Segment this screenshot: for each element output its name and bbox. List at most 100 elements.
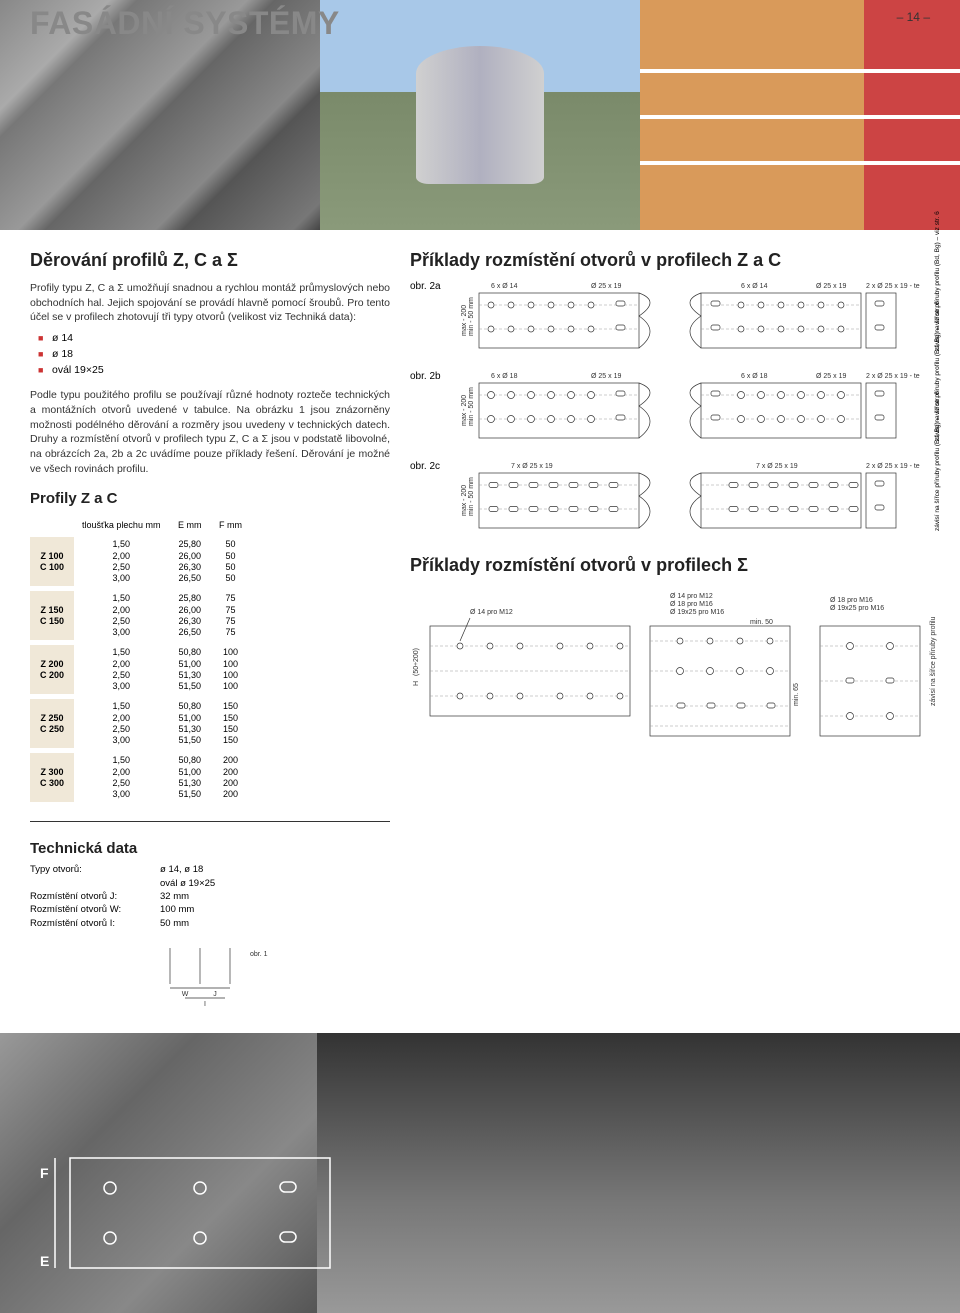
diagram-row: obr. 2a 6 x Ø 14Ø 25 x 196 x Ø 14Ø 25 x … — [410, 281, 940, 361]
e-dim-label: E — [40, 1253, 49, 1269]
right-column: Příklady rozmístění otvorů v profilech Z… — [410, 250, 940, 1013]
svg-text:max - 200: max - 200 — [461, 305, 468, 336]
data-cell: 50,8051,0051,3051,50 — [168, 645, 211, 694]
svg-text:max - 200: max - 200 — [461, 485, 468, 516]
h-sub: (50÷200) — [413, 648, 420, 676]
table-header-row: tloušťka plechu mm E mm F mm — [30, 518, 250, 532]
data-cell: 200200200200 — [211, 753, 250, 802]
header-img-ceiling — [640, 0, 960, 230]
sigma-left-annot: Ø 14 pro M12 — [470, 609, 513, 616]
diagram-label: obr. 2b — [410, 371, 455, 382]
obr1-svg: W J I obr. 1 — [30, 938, 290, 1008]
table-row: Z 200C 2001,502,002,503,0050,8051,0051,3… — [30, 645, 250, 694]
data-cell: 50,8051,0051,3051,50 — [168, 699, 211, 748]
page-number: – 14 – — [897, 10, 930, 24]
svg-text:6 x Ø 18: 6 x Ø 18 — [491, 373, 518, 380]
svg-text:2 x Ø 25 x 19 - technické otvo: 2 x Ø 25 x 19 - technické otvory — [866, 283, 920, 290]
sigma-svg: Ø 14 pro M12 H (50÷200) Ø 14 pro M12 Ø 1… — [410, 586, 940, 746]
tech-label: Rozmístění otvorů J: — [30, 890, 160, 903]
sigma-flange: závisí na šířce příruby profilu — [930, 616, 937, 706]
ceiling-beam — [640, 161, 960, 165]
th-e: E mm — [168, 518, 211, 532]
diagram-label: obr. 2c — [410, 461, 455, 472]
min50: min. 50 — [750, 619, 773, 626]
page: FASÁDNÍ SYSTÉMY – 14 – Děrování profilů … — [0, 0, 960, 1313]
bottom-images: F E — [0, 1033, 960, 1313]
svg-text:min - 50 mm: min - 50 mm — [468, 387, 475, 426]
header-img-building — [320, 0, 640, 230]
ceiling-beam — [640, 69, 960, 73]
data-cell: 1,502,002,503,00 — [74, 753, 168, 802]
tech-label — [30, 877, 160, 890]
fe-svg: F E — [30, 1148, 380, 1288]
group-label-cell: Z 300C 300 — [30, 753, 74, 802]
j-label: J — [213, 991, 217, 998]
data-cell: 25,8026,0026,3026,50 — [168, 537, 211, 586]
group-label-cell: Z 100C 100 — [30, 537, 74, 586]
flange-text: závisí na šířce příruby profilu (Bd, Bg)… — [934, 391, 941, 531]
i-label: I — [204, 1001, 206, 1008]
f-dim-label: F — [40, 1165, 49, 1181]
profiles-heading: Profily Z a C — [30, 490, 390, 507]
th-blank — [30, 518, 74, 532]
profiles-table: tloušťka plechu mm E mm F mm Z 100C 1001… — [30, 513, 250, 807]
table-row: Z 100C 1001,502,002,503,0025,8026,0026,3… — [30, 537, 250, 586]
page-title: FASÁDNÍ SYSTÉMY — [30, 5, 340, 42]
tech-value: 32 mm — [160, 890, 189, 903]
tech-data-heading: Technická data — [30, 840, 390, 857]
sigma-right-a2: Ø 19x25 pro M16 — [830, 605, 884, 612]
tech-value: ovál ø 19×25 — [160, 877, 215, 890]
ceiling-beam — [640, 115, 960, 119]
tech-label: Rozmístění otvorů W: — [30, 903, 160, 916]
th-thickness: tloušťka plechu mm — [74, 518, 168, 532]
svg-text:6 x Ø 18: 6 x Ø 18 — [741, 373, 768, 380]
tech-data-row: Rozmístění otvorů J:32 mm — [30, 890, 390, 903]
section-heading: Děrování profilů Z, C a Σ — [30, 250, 390, 271]
bullet-item: ø 14 — [38, 331, 390, 347]
group-label-cell: Z 200C 200 — [30, 645, 74, 694]
diagram-svg: 7 x Ø 25 x 197 x Ø 25 x 19 min - 50 mm m… — [461, 461, 920, 541]
sigma-heading: Příklady rozmístění otvorů v profilech Σ — [410, 555, 940, 576]
sigma-right-a1: Ø 18 pro M16 — [830, 597, 873, 604]
table-row: Z 250C 2501,502,002,503,0050,8051,0051,3… — [30, 699, 250, 748]
bullet-item: ø 18 — [38, 347, 390, 363]
tech-data-row: ovál ø 19×25 — [30, 877, 390, 890]
svg-text:Ø 25 x 19: Ø 25 x 19 — [591, 283, 621, 290]
tech-value: 100 mm — [160, 903, 194, 916]
tech-label: Rozmístění otvorů I: — [30, 917, 160, 930]
min65: min. 65 — [793, 683, 800, 706]
table-row: Z 300C 3001,502,002,503,0050,8051,0051,3… — [30, 753, 250, 802]
obr1-label: obr. 1 — [250, 951, 268, 958]
data-cell: 1,502,002,503,00 — [74, 645, 168, 694]
svg-text:2 x Ø 25 x 19 - technické otvo: 2 x Ø 25 x 19 - technické otvory — [866, 463, 920, 470]
page-title-box: FASÁDNÍ SYSTÉMY — [30, 5, 340, 42]
tech-data-row: Typy otvorů:ø 14, ø 18 — [30, 863, 390, 876]
data-cell: 1,502,002,503,00 — [74, 591, 168, 640]
diagram-svg: 6 x Ø 14Ø 25 x 196 x Ø 14Ø 25 x 19 min -… — [461, 281, 920, 361]
data-cell: 100100100100 — [211, 645, 250, 694]
group-label-cell: Z 250C 250 — [30, 699, 74, 748]
svg-text:7 x Ø 25 x 19: 7 x Ø 25 x 19 — [756, 463, 798, 470]
bullet-item: ovál 19×25 — [38, 363, 390, 379]
diagram-row: obr. 2c 7 x Ø 25 x 197 x Ø 25 x 19 min -… — [410, 461, 940, 541]
h-label: H — [413, 681, 420, 686]
data-cell: 1,502,002,503,00 — [74, 537, 168, 586]
technical-data: Technická data Typy otvorů:ø 14, ø 18ová… — [30, 821, 390, 929]
diagram-row: obr. 2b 6 x Ø 18Ø 25 x 196 x Ø 18Ø 25 x … — [410, 371, 940, 451]
tech-value: ø 14, ø 18 — [160, 863, 203, 876]
svg-text:2 x Ø 25 x 19 - technické otvo: 2 x Ø 25 x 19 - technické otvory — [866, 373, 920, 380]
data-cell: 1,502,002,503,00 — [74, 699, 168, 748]
data-cell: 50,8051,0051,3051,50 — [168, 753, 211, 802]
examples-heading: Příklady rozmístění otvorů v profilech Z… — [410, 250, 940, 271]
svg-text:6 x Ø 14: 6 x Ø 14 — [491, 283, 518, 290]
svg-text:Ø 25 x 19: Ø 25 x 19 — [591, 373, 621, 380]
tech-data-row: Rozmístění otvorů I:50 mm — [30, 917, 390, 930]
tech-label: Typy otvorů: — [30, 863, 160, 876]
tech-data-row: Rozmístění otvorů W:100 mm — [30, 903, 390, 916]
data-cell: 50505050 — [211, 537, 250, 586]
obr1-diagram: W J I obr. 1 — [30, 938, 390, 1013]
sigma-diagram: Ø 14 pro M12 H (50÷200) Ø 14 pro M12 Ø 1… — [410, 586, 940, 751]
building-shape — [416, 46, 544, 184]
svg-text:Ø 25 x 19: Ø 25 x 19 — [816, 283, 846, 290]
svg-text:max - 200: max - 200 — [461, 395, 468, 426]
